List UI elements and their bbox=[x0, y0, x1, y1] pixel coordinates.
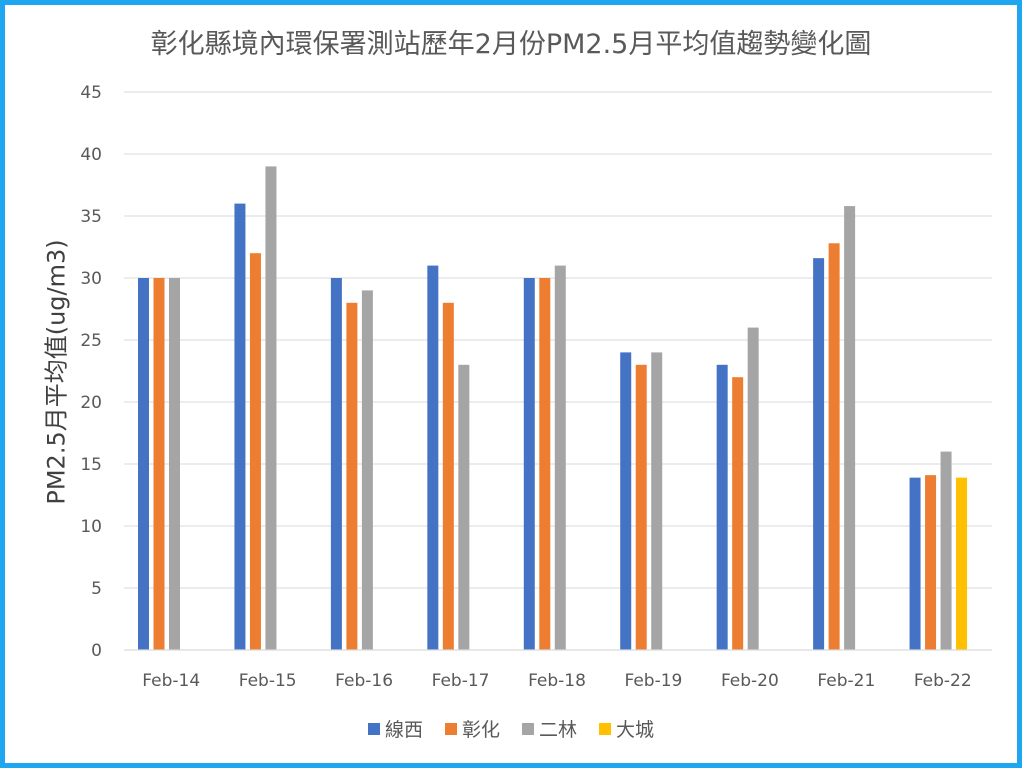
bar bbox=[442, 302, 454, 650]
bar bbox=[651, 352, 663, 650]
x-tick-label: Feb-16 bbox=[335, 671, 393, 691]
bar bbox=[361, 290, 373, 650]
bar bbox=[539, 278, 551, 650]
y-tick-label: 0 bbox=[91, 641, 102, 661]
bar bbox=[747, 327, 759, 650]
bar bbox=[909, 477, 921, 650]
y-tick-label: 45 bbox=[80, 83, 102, 103]
legend-item: 二林 bbox=[522, 715, 577, 742]
legend-item: 線西 bbox=[367, 715, 423, 742]
bar bbox=[523, 278, 535, 650]
legend-item: 彰化 bbox=[444, 715, 500, 742]
bar bbox=[153, 278, 165, 650]
bar bbox=[635, 364, 647, 650]
y-tick-label: 35 bbox=[80, 207, 102, 227]
bar bbox=[828, 243, 840, 650]
legend-swatch bbox=[444, 722, 457, 735]
legend-label: 彰化 bbox=[461, 719, 500, 741]
bar bbox=[844, 206, 856, 650]
bar bbox=[458, 364, 470, 650]
bar bbox=[956, 477, 968, 650]
y-tick-label: 5 bbox=[91, 579, 102, 599]
y-tick-label: 40 bbox=[80, 145, 102, 165]
x-tick-label: Feb-19 bbox=[625, 671, 683, 691]
y-tick-label: 20 bbox=[80, 393, 102, 413]
x-tick-label: Feb-20 bbox=[721, 671, 779, 691]
bar bbox=[427, 265, 439, 650]
x-tick-label: Feb-17 bbox=[432, 671, 490, 691]
y-tick-label: 30 bbox=[80, 269, 102, 289]
x-tick-label: Feb-21 bbox=[817, 671, 875, 691]
bar bbox=[940, 451, 952, 650]
chart-title: 彰化縣境內環保署測站歷年2月份PM2.5月平均值趨勢變化圖 bbox=[150, 29, 872, 60]
bar bbox=[234, 203, 246, 650]
legend-item: 大城 bbox=[599, 715, 654, 742]
legend-swatch bbox=[522, 722, 534, 735]
chart-legend: 線西 彰化 二林 大城 bbox=[0, 715, 1022, 742]
x-tick-label: Feb-15 bbox=[239, 671, 297, 691]
legend-label: 大城 bbox=[616, 719, 655, 741]
bar bbox=[813, 258, 825, 650]
bar bbox=[330, 278, 342, 650]
bar bbox=[346, 302, 358, 650]
bar bbox=[138, 278, 149, 650]
legend-label: 二林 bbox=[539, 719, 578, 741]
bar bbox=[716, 364, 728, 650]
x-tick-label: Feb-18 bbox=[528, 671, 586, 691]
bar bbox=[169, 278, 180, 650]
bar bbox=[620, 352, 632, 650]
bar bbox=[249, 253, 261, 650]
x-tick-label: Feb-22 bbox=[914, 671, 972, 691]
bar bbox=[265, 166, 277, 650]
legend-swatch bbox=[367, 722, 380, 735]
legend-label: 線西 bbox=[384, 719, 423, 741]
y-tick-label: 15 bbox=[80, 455, 102, 475]
bar bbox=[554, 265, 566, 650]
bar bbox=[732, 377, 744, 650]
x-tick-label: Feb-14 bbox=[142, 671, 200, 691]
bar bbox=[925, 475, 937, 650]
y-tick-label: 10 bbox=[80, 517, 102, 537]
y-tick-label: 25 bbox=[80, 331, 102, 351]
legend-swatch bbox=[599, 722, 612, 735]
